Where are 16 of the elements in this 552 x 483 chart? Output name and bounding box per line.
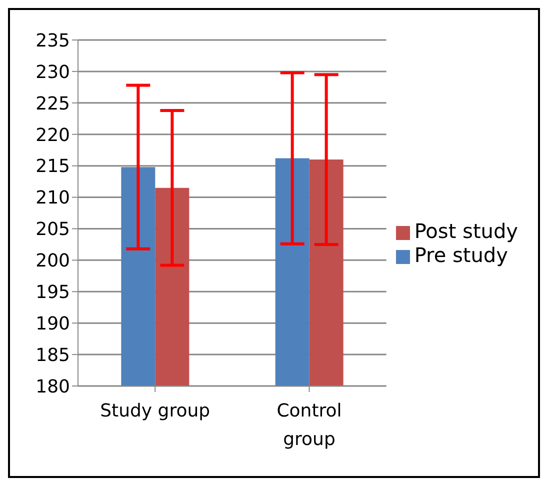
y-tick-label: 230 <box>36 62 70 83</box>
y-tick-label: 190 <box>36 313 70 334</box>
legend-label: Pre study <box>414 243 508 267</box>
x-tick-label: Control group <box>276 400 342 450</box>
y-tick-label: 215 <box>36 156 70 178</box>
x-tick-label: Study group <box>100 400 210 422</box>
y-tick-label: 235 <box>36 30 70 52</box>
y-tick-label: 205 <box>36 219 70 240</box>
y-tick-label: 180 <box>36 376 70 398</box>
y-tick-label: 210 <box>36 188 70 209</box>
y-tick-label: 185 <box>36 344 70 366</box>
y-tick-label: 200 <box>36 250 70 272</box>
legend-label: Post study <box>414 219 518 243</box>
y-tick-label: 195 <box>36 282 70 304</box>
y-tick-label: 220 <box>36 124 70 146</box>
y-tick-label: 225 <box>36 93 70 114</box>
